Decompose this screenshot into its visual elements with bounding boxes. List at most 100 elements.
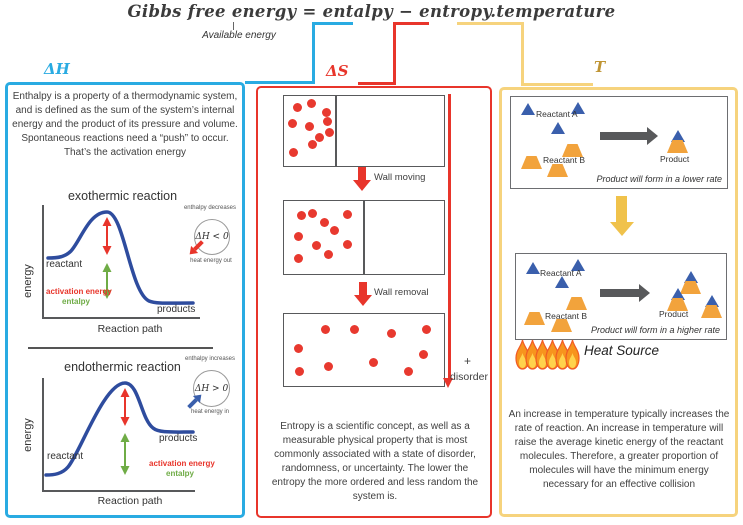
gas-box-2 [283, 200, 445, 275]
high-rate-caption: Product will form in a higher rate [590, 325, 720, 335]
available-energy-annotation: Available energy [202, 30, 276, 41]
reactant-b-molecule-icon [562, 144, 583, 157]
endothermic-badge-top-text: enthalpy increases [184, 356, 236, 362]
entropy-connector-top [393, 22, 429, 25]
enthalpy-description-line1: Enthalpy is a property of a thermodynami… [12, 91, 238, 144]
exothermic-enthalpy-label: entalpy [62, 297, 91, 306]
enthalpy-connector-vertical [312, 22, 315, 83]
reactant-a-label: Reactant A [540, 268, 582, 278]
gas-particle-dot [324, 127, 334, 137]
gas-particle-dot [319, 217, 329, 227]
exothermic-curve [46, 210, 195, 305]
product-molecule-icon [684, 271, 698, 283]
gas-particle-dot [293, 253, 303, 263]
gas-particle-dot [329, 225, 339, 235]
annotation-pointer-line [233, 22, 235, 30]
gas-particle-dot [294, 366, 304, 376]
gas-particle-dot [323, 249, 333, 259]
endothermic-axes [42, 378, 195, 492]
reactant-b-molecule-icon [547, 164, 568, 177]
endothermic-reactant-label: reactant [47, 451, 84, 462]
reactant-a-molecule-icon [526, 262, 540, 274]
entropy-connector-elbow [358, 82, 396, 85]
disorder-axis-arrow [448, 94, 451, 380]
endothermic-curve [44, 381, 195, 477]
enthalpy-description: Enthalpy is a property of a thermodynami… [12, 90, 238, 160]
gas-box-3 [283, 313, 445, 387]
exothermic-axes [42, 205, 200, 319]
gas-particle-dot [386, 328, 396, 338]
enthalpy-connector-top [312, 22, 353, 25]
gas-particle-dot [293, 343, 303, 353]
wall-removal-caption: Wall removal [374, 287, 429, 298]
reactant-b-label: Reactant B [545, 311, 588, 321]
reactant-a-molecule-icon [555, 276, 569, 288]
gas-particle-dot [322, 116, 332, 126]
reactant-a-molecule-icon [551, 122, 565, 134]
gas-particle-dot [307, 208, 317, 218]
exothermic-badge-bottom-text: heat energy out [190, 258, 232, 264]
exothermic-badge-top-text: enthalpy decreases [183, 205, 237, 211]
exothermic-reactant-label: reactant [46, 259, 83, 270]
reactant-b-molecule-icon [521, 156, 542, 169]
product-label: Product [660, 154, 690, 164]
reactant-b-molecule-icon [551, 319, 572, 332]
step-down-arrow-2 [354, 282, 372, 306]
reactant-a-molecule-icon [571, 259, 585, 271]
exothermic-activation-label: activation energy [46, 287, 112, 296]
temperature-description: An increase in temperature typically inc… [508, 409, 730, 490]
product-molecule-icon [667, 298, 688, 311]
temperature-increase-arrow [610, 196, 634, 236]
gas-particle-dot [418, 349, 428, 359]
product-label: Product [659, 309, 689, 319]
graphs-divider [28, 347, 213, 349]
gas-box-1-wall [335, 96, 337, 166]
disorder-axis-arrowhead [443, 378, 453, 388]
gas-particle-dot [421, 324, 431, 334]
exothermic-title: exothermic reaction [67, 189, 178, 203]
gas-particle-dot [314, 132, 324, 142]
gas-particle-dot [403, 366, 413, 376]
gas-particle-dot [304, 121, 314, 131]
gas-particle-dot [321, 107, 331, 117]
endothermic-badge-circle: ΔH > 0 [193, 370, 230, 407]
product-molecule-icon [705, 295, 719, 307]
gas-particle-dot [306, 98, 316, 108]
gas-particle-dot [368, 357, 378, 367]
reaction-arrow-icon [600, 127, 658, 145]
endothermic-activation-label: activation energy [149, 459, 215, 468]
endothermic-y-axis-label: energy [22, 418, 34, 452]
gas-box-1 [283, 95, 445, 167]
exothermic-badge-circle: ΔH < 0 [194, 219, 230, 255]
entropy-connector-vertical [393, 22, 396, 85]
endothermic-enthalpy-label: entalpy [166, 469, 195, 478]
product-molecule-icon [667, 140, 688, 153]
temperature-connector-top [457, 22, 524, 25]
wall-moving-caption: Wall moving [374, 172, 426, 183]
gas-particle-dot [288, 147, 298, 157]
exothermic-products-label: products [157, 304, 196, 315]
gas-particle-dot [349, 324, 359, 334]
endothermic-title: endothermic reaction [64, 360, 181, 374]
reactant-b-molecule-icon [566, 297, 587, 310]
endothermic-x-axis-label: Reaction path [97, 495, 163, 507]
step-down-arrow-1 [353, 167, 371, 191]
reactant-b-molecule-icon [524, 312, 545, 325]
reactant-a-molecule-icon [571, 102, 585, 114]
gibbs-formula-title: Gibbs free energy = entalpy − entropy.te… [127, 2, 616, 21]
disorder-label: disorder [450, 371, 488, 383]
exothermic-graph [42, 205, 200, 319]
temperature-connector-vertical [521, 22, 524, 86]
heat-source-label: Heat Source [584, 343, 660, 358]
endothermic-badge-bottom-text: heat energy in [190, 409, 230, 415]
product-molecule-icon [701, 305, 722, 318]
low-rate-caption: Product will form in a lower rate [596, 174, 722, 184]
gas-particle-dot [320, 324, 330, 334]
gas-particle-dot [311, 240, 321, 250]
enthalpy-panel-label: ΔH [44, 60, 70, 78]
temperature-connector-elbow [521, 83, 593, 86]
reaction-box-low-temp [510, 96, 728, 189]
gas-particle-dot [307, 139, 317, 149]
entropy-panel-label: ΔS [326, 62, 349, 80]
gas-box-2-wall [363, 201, 365, 274]
